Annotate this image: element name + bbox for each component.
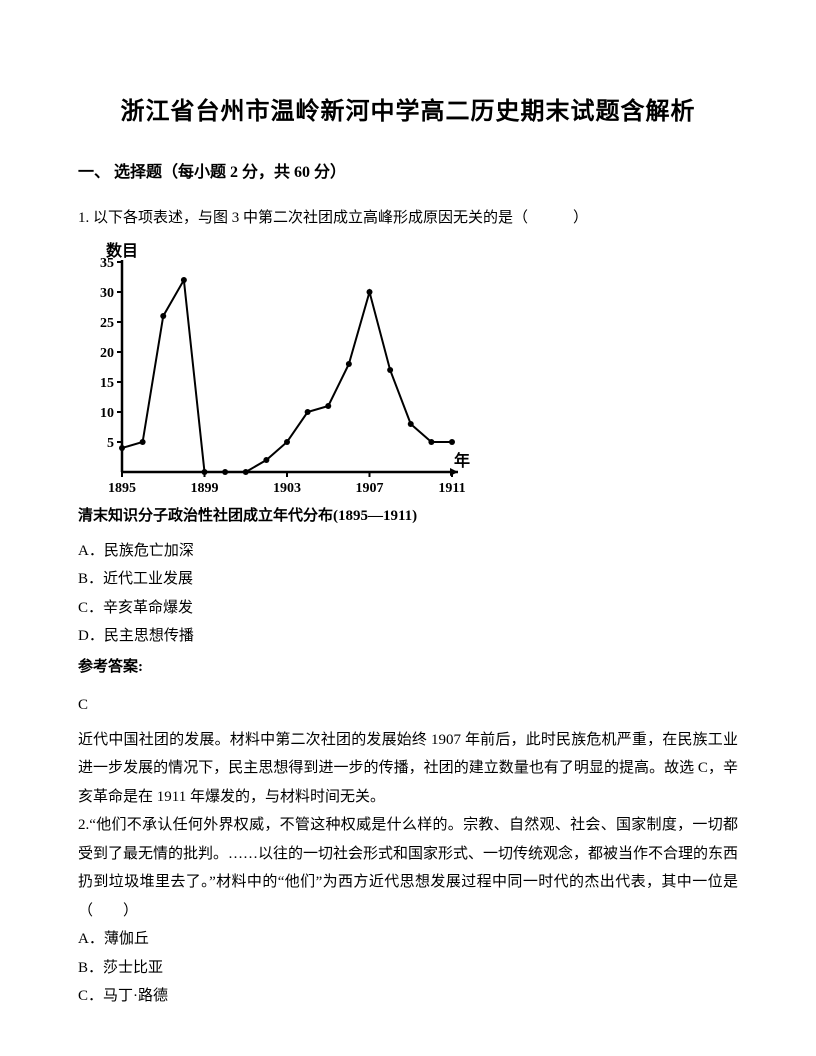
answer-letter: C: [78, 691, 738, 720]
svg-text:25: 25: [100, 316, 114, 331]
q1-option-d: D．民主思想传播: [78, 622, 738, 651]
svg-text:1911: 1911: [438, 481, 465, 496]
line-chart-svg: 510152025303518951899190319071911数目年: [78, 240, 478, 500]
q2-intro: 2.“他们不承认任何外界权威，不管这种权威是什么样的。宗教、自然观、社会、国家制…: [78, 811, 738, 925]
q1-explanation: 近代中国社团的发展。材料中第二次社团的发展始终 1907 年前后，此时民族危机严…: [78, 726, 738, 812]
section-header: 一、 选择题（每小题 2 分，共 60 分）: [78, 158, 738, 188]
svg-text:20: 20: [100, 346, 114, 361]
q1-option-a: A．民族危亡加深: [78, 537, 738, 566]
svg-text:30: 30: [100, 286, 114, 301]
svg-text:15: 15: [100, 376, 114, 391]
svg-text:1907: 1907: [356, 481, 384, 496]
q2-option-c: C．马丁·路德: [78, 982, 738, 1011]
q1-intro: 1. 以下各项表述，与图 3 中第二次社团成立高峰形成原因无关的是（ ）: [78, 204, 738, 233]
svg-text:5: 5: [107, 436, 114, 451]
page-title: 浙江省台州市温岭新河中学高二历史期末试题含解析: [78, 90, 738, 136]
q2-option-a: A．薄伽丘: [78, 925, 738, 954]
svg-text:年: 年: [454, 451, 470, 470]
svg-text:数目: 数目: [106, 241, 138, 260]
q2-option-b: B．莎士比亚: [78, 954, 738, 983]
chart-caption: 清末知识分子政治性社团成立年代分布(1895—1911): [78, 502, 738, 531]
q1-option-c: C．辛亥革命爆发: [78, 594, 738, 623]
svg-text:10: 10: [100, 406, 114, 421]
q1-option-b: B．近代工业发展: [78, 565, 738, 594]
svg-text:1895: 1895: [108, 481, 136, 496]
answer-label: 参考答案:: [78, 653, 738, 682]
q1-chart: 510152025303518951899190319071911数目年 清末知…: [78, 240, 738, 531]
svg-text:1899: 1899: [191, 481, 219, 496]
svg-text:1903: 1903: [273, 481, 301, 496]
